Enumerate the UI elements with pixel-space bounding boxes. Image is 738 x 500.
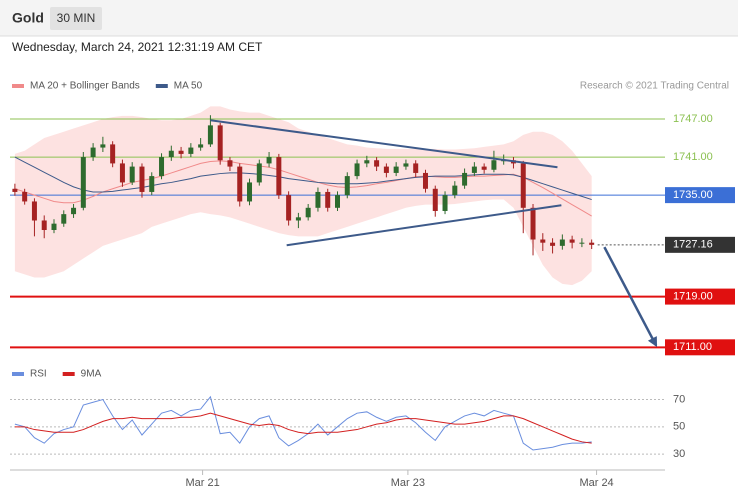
legend-swatch (155, 84, 168, 88)
trendline (210, 119, 558, 169)
candle-body (188, 147, 194, 154)
candle-body (471, 166, 477, 173)
candle-body (129, 166, 135, 183)
candle-body (207, 125, 213, 145)
candle-body (119, 163, 125, 183)
x-tick-label: Mar 21 (185, 477, 219, 489)
candle-body (247, 182, 253, 202)
candle-body (491, 160, 497, 170)
candle-body (227, 160, 233, 167)
level-label: 1741.00 (673, 151, 713, 163)
candle-body (90, 147, 96, 158)
legend-label: MA 50 (174, 81, 203, 92)
level-label: 1719.00 (673, 290, 713, 302)
level-label: 1747.00 (673, 113, 713, 125)
candle-body (305, 207, 311, 218)
timestamp: Wednesday, March 24, 2021 12:31:19 AM CE… (12, 40, 263, 54)
credit: Research © 2021 Trading Central (580, 81, 729, 92)
y-tick-label: 30 (673, 448, 685, 460)
candle-body (413, 163, 419, 173)
candle-body (198, 144, 204, 148)
candle-body (22, 191, 28, 202)
candle-body (550, 242, 556, 246)
candle-body (462, 172, 468, 186)
candle-body (569, 239, 575, 243)
level-label: 1727.16 (673, 239, 713, 251)
candle-body (100, 144, 106, 148)
legend-label: 9MA (81, 369, 102, 380)
candle-body (256, 163, 262, 183)
x-tick-label: Mar 24 (579, 477, 613, 489)
candle-body (80, 157, 86, 208)
y-tick-label: 50 (673, 421, 685, 433)
candle-body (442, 195, 448, 211)
legend-label: MA 20 + Bollinger Bands (30, 81, 140, 92)
legend-label: RSI (30, 369, 47, 380)
candle-body (452, 185, 458, 196)
legend-swatch (12, 84, 24, 88)
candle-body (237, 166, 243, 202)
candle-body (383, 166, 389, 173)
level-label: 1711.00 (673, 341, 712, 353)
candle-body (589, 242, 595, 245)
candle-body (295, 217, 301, 221)
legend-swatch (62, 372, 75, 376)
candle-body (579, 242, 585, 244)
level-label-box (665, 339, 735, 356)
candle-body (559, 239, 565, 246)
interval-box (50, 7, 102, 30)
rsi-line (14, 412, 592, 444)
candle-body (481, 166, 487, 170)
candle-body (530, 207, 536, 240)
candle-body (325, 191, 331, 208)
candle-body (168, 150, 174, 158)
level-label: 1735.00 (673, 189, 713, 201)
bollinger-band (14, 106, 592, 286)
candle-body (422, 172, 428, 189)
candle-body (41, 220, 47, 230)
candle-body (335, 195, 340, 208)
y-tick-label: 70 (673, 393, 685, 405)
candle-body (159, 157, 165, 177)
candle-body (354, 163, 360, 177)
candle-body (393, 166, 399, 173)
candle-body (61, 214, 67, 224)
candle-body (364, 160, 370, 164)
candle-body (149, 176, 155, 192)
candle-body (432, 188, 438, 211)
x-tick-label: Mar 23 (391, 477, 425, 489)
candle-body (71, 207, 77, 215)
candle-body (520, 163, 526, 208)
level-label-box (665, 187, 735, 204)
ma-line (14, 156, 592, 201)
candle-body (31, 201, 37, 221)
trendline (286, 204, 562, 247)
candle-body (374, 160, 380, 167)
candle-body (266, 157, 272, 164)
forecast-arrow (603, 246, 658, 348)
symbol: Gold (12, 10, 44, 26)
interval: 30 MIN (57, 11, 96, 25)
candle-body (286, 195, 292, 221)
candle-body (12, 188, 18, 192)
candle-body (110, 144, 116, 164)
candle-body (276, 157, 282, 196)
legend-swatch (12, 372, 24, 376)
candle-body (51, 223, 57, 230)
candle-body (178, 150, 184, 154)
level-label-box (665, 288, 735, 305)
ma-line (14, 160, 592, 217)
rsi-line (14, 395, 592, 451)
candle-body (403, 163, 409, 167)
candle-body (139, 166, 145, 192)
candle-body (315, 191, 321, 208)
level-label-box (665, 236, 735, 253)
candle-body (344, 176, 350, 196)
candle-body (540, 239, 546, 243)
header-bar (0, 0, 738, 36)
candle-body (217, 125, 223, 161)
